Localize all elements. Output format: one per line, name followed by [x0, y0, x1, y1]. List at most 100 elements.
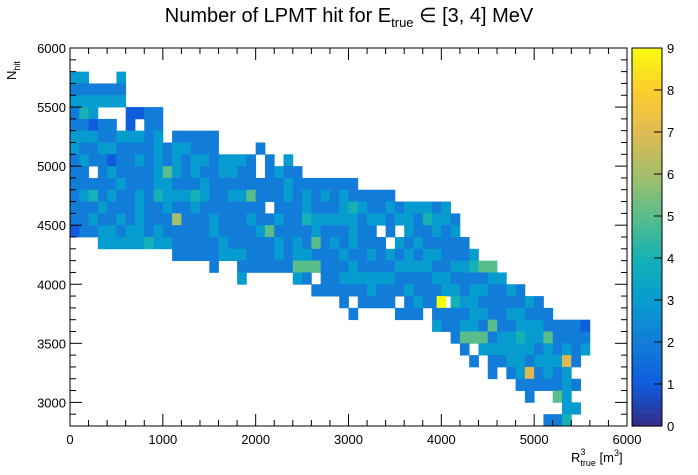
histogram-bin: [134, 237, 145, 250]
histogram-bin: [79, 154, 89, 167]
histogram-bin: [487, 331, 498, 344]
histogram-bin: [302, 260, 312, 273]
histogram-bin: [237, 225, 247, 238]
histogram-bin: [172, 201, 182, 214]
histogram-bin: [246, 177, 257, 191]
histogram-bin: [134, 154, 145, 167]
histogram-bin: [339, 225, 349, 238]
colorbar-segment: [632, 388, 662, 396]
histogram-bin: [469, 296, 479, 309]
histogram-bin: [162, 142, 173, 155]
histogram-bin: [320, 272, 331, 285]
histogram-bin: [329, 177, 340, 191]
histogram-bin: [497, 296, 507, 309]
colorbar-tick-label: 2: [667, 335, 674, 350]
histogram-bin: [302, 248, 312, 262]
histogram-bin: [562, 331, 572, 344]
histogram-bin: [125, 201, 136, 214]
histogram-bin: [441, 248, 452, 262]
histogram-bin: [125, 107, 136, 120]
y-tick-label: 4500: [37, 218, 66, 233]
histogram-bin: [190, 177, 201, 191]
histogram-bin: [190, 189, 201, 202]
histogram-bin: [144, 154, 154, 167]
histogram-bin: [524, 378, 535, 391]
histogram-bin: [562, 414, 572, 427]
histogram-bin: [153, 166, 164, 179]
histogram-bin: [209, 130, 219, 143]
histogram-bin: [515, 355, 526, 368]
histogram-bin: [88, 189, 99, 202]
histogram-bin: [292, 225, 303, 238]
histogram-bin: [255, 189, 266, 202]
histogram-bin: [339, 201, 349, 214]
histogram-bin: [394, 237, 405, 250]
histogram-bin: [367, 296, 377, 309]
histogram-bin: [125, 237, 136, 250]
histogram-bin: [394, 307, 405, 321]
histogram-bin: [255, 237, 266, 250]
histogram-bin: [534, 331, 544, 344]
histogram-bin: [506, 307, 516, 321]
histogram-bin: [190, 142, 201, 155]
histogram-bin: [79, 95, 89, 108]
histogram-bin: [107, 189, 117, 202]
histogram-bin: [79, 118, 89, 132]
histogram-bin: [320, 284, 331, 297]
histogram-bin: [274, 237, 284, 250]
histogram-bin: [79, 107, 89, 120]
histogram-bin: [172, 189, 182, 202]
histogram-bin: [181, 142, 192, 155]
histogram-bin: [227, 166, 238, 179]
histogram-bin: [385, 272, 396, 285]
histogram-bin: [209, 177, 219, 191]
colorbar-tick-label: 8: [667, 83, 674, 98]
histogram-bin: [125, 225, 136, 238]
histogram-bin: [209, 201, 219, 214]
histogram-bin: [367, 201, 377, 214]
colorbar-tick-label: 1: [667, 377, 674, 392]
histogram-bin: [209, 142, 219, 155]
colorbar-segment: [632, 180, 662, 188]
histogram-bin: [97, 142, 108, 155]
colorbar-segment: [632, 85, 662, 93]
histogram-bin: [116, 130, 127, 143]
colorbar-segment: [632, 394, 662, 402]
histogram-bin: [153, 142, 164, 155]
histogram-bin: [70, 118, 80, 132]
histogram-bin: [283, 237, 294, 250]
histogram-bin: [181, 213, 192, 226]
histogram-bin: [283, 260, 294, 273]
histogram-bin: [506, 366, 516, 380]
histogram-bin: [385, 201, 396, 214]
histogram-bin: [181, 237, 192, 250]
histogram-bin: [134, 107, 145, 120]
histogram-bin: [209, 248, 219, 262]
histogram-bin: [237, 201, 247, 214]
x-tick-label: 0: [66, 432, 73, 447]
histogram-bin: [413, 307, 424, 321]
histogram-bin: [134, 225, 145, 238]
histogram-bin: [413, 260, 424, 273]
histogram-bin: [394, 248, 405, 262]
histogram-bin: [459, 296, 470, 309]
histogram-bin: [534, 366, 544, 380]
histogram-bin: [367, 225, 377, 238]
histogram-bin: [264, 260, 275, 273]
histogram-bin: [70, 71, 80, 84]
histogram-bin: [469, 260, 479, 273]
colorbar-segment: [632, 73, 662, 81]
histogram-bin: [348, 284, 359, 297]
histogram-bin: [255, 142, 266, 155]
histogram-bin: [125, 130, 136, 143]
histogram-bin: [478, 260, 489, 273]
histogram-bin: [357, 284, 368, 297]
histogram-bin: [376, 284, 387, 297]
histogram-bin: [88, 201, 99, 214]
histogram-bin: [181, 201, 192, 214]
histogram-bin: [320, 201, 331, 214]
histogram-bin: [283, 154, 294, 167]
histogram-bin: [181, 177, 192, 191]
histogram-bin: [199, 248, 210, 262]
colorbar-tick-label: 7: [667, 125, 674, 140]
